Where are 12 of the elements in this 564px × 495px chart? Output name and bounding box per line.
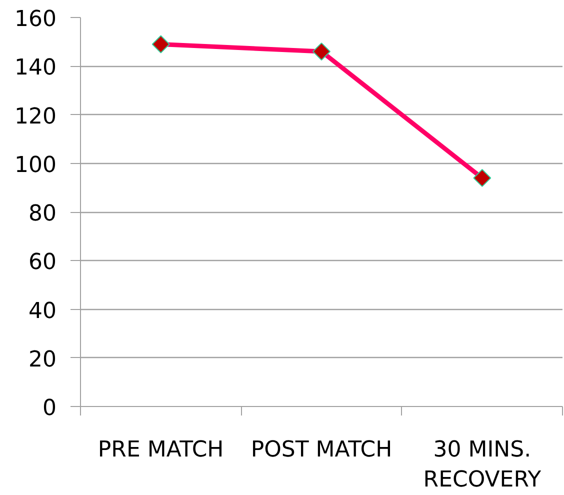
y-tick-label: 60: [28, 250, 57, 276]
y-tick-label: 0: [42, 396, 57, 421]
y-tick-label: 120: [14, 104, 57, 130]
y-tick-label: 40: [28, 298, 57, 324]
y-tick-label: 100: [14, 152, 57, 178]
x-tick-label: 30 MINS. RECOVERY: [423, 438, 542, 492]
y-tick-label: 140: [14, 56, 57, 81]
y-tick-label: 20: [28, 347, 57, 372]
y-tick-label: 160: [14, 7, 57, 32]
x-tick-label: POST MATCH: [250, 438, 392, 462]
x-tick-label: PRE MATCH: [98, 438, 224, 462]
y-tick-label: 80: [28, 202, 57, 226]
